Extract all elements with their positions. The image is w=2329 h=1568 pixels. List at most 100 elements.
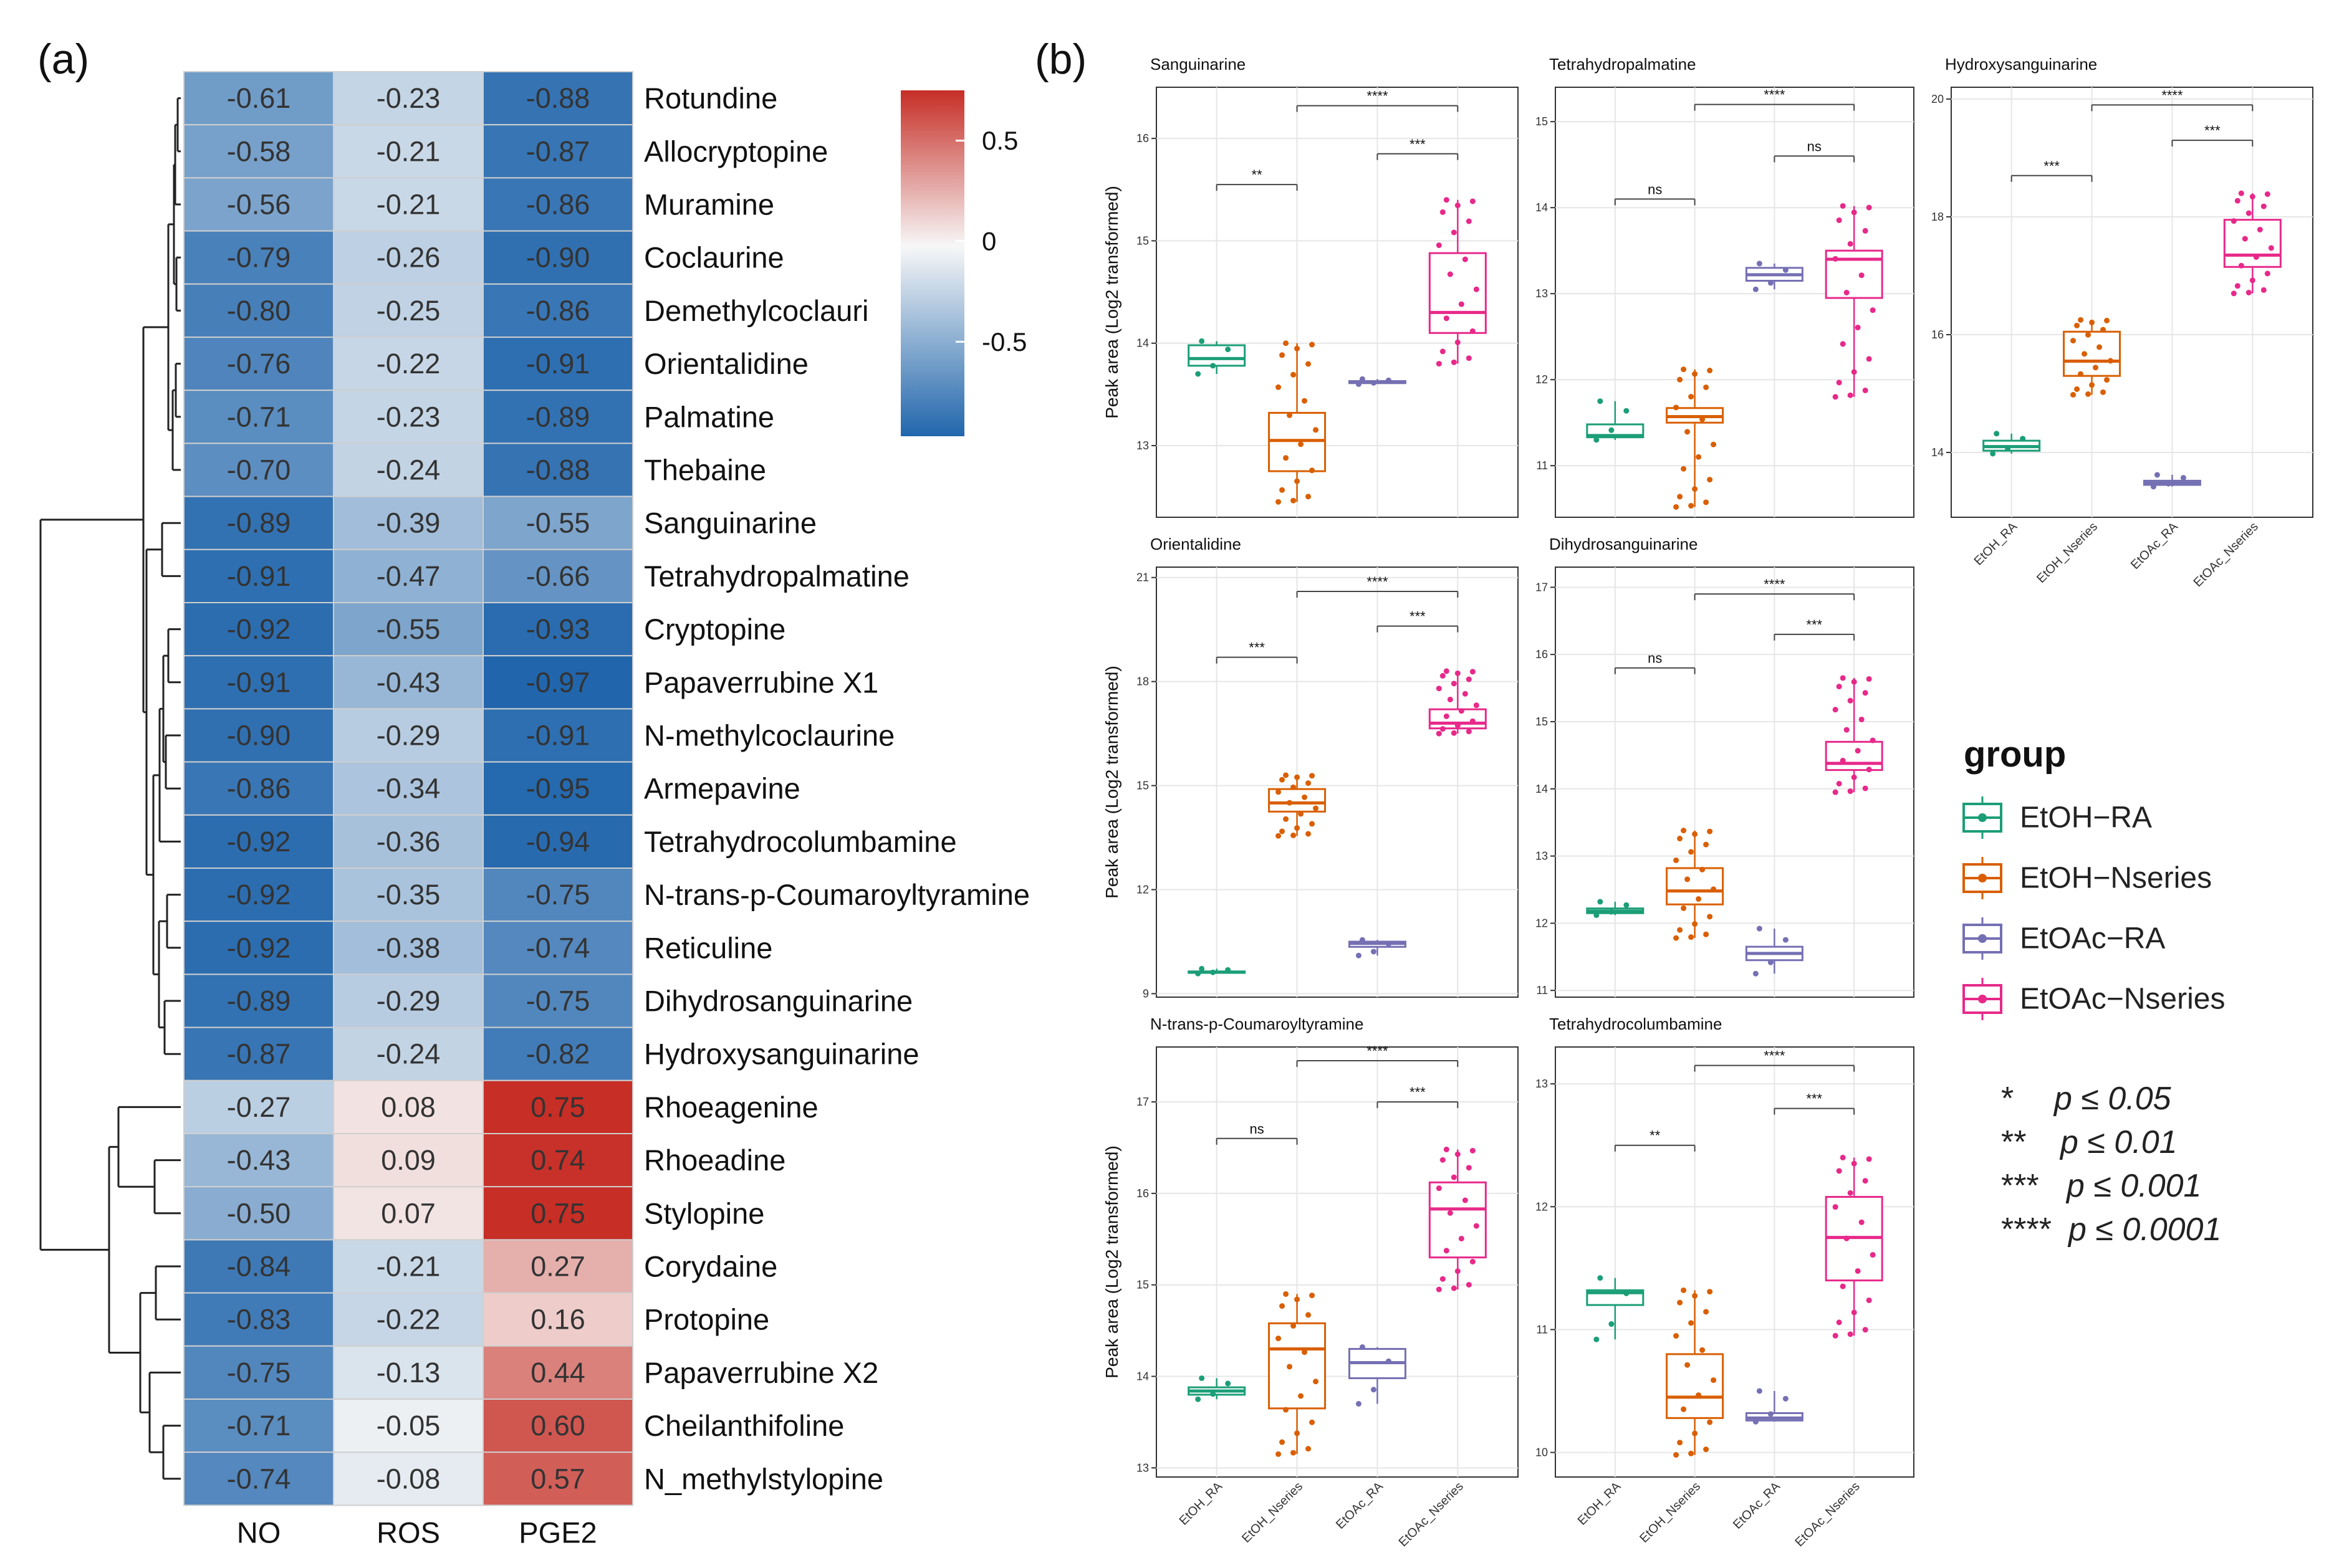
data-point xyxy=(1840,1283,1846,1289)
data-point xyxy=(1279,1303,1285,1309)
heatmap-cell-value: -0.35 xyxy=(377,879,441,911)
significance-label: *** xyxy=(1409,136,1426,152)
data-point xyxy=(1782,1395,1789,1402)
y-tick-label: 12 xyxy=(1535,1200,1548,1213)
data-point xyxy=(1847,392,1853,398)
heatmap-cell xyxy=(183,548,334,603)
data-point xyxy=(1843,1235,1850,1241)
data-point xyxy=(1870,307,1876,313)
boxplot-panel: 10111213Tetrahydrocolumbamine*********Et… xyxy=(1535,1015,1914,1549)
data-point xyxy=(1466,1281,1472,1288)
heatmap-cell xyxy=(333,1345,484,1400)
data-point xyxy=(1290,371,1297,378)
data-point xyxy=(1832,1332,1838,1339)
data-point xyxy=(1862,690,1868,696)
heatmap-cell-value: -0.50 xyxy=(227,1197,291,1229)
data-point xyxy=(1451,359,1457,365)
heatmap-cell-value: -0.76 xyxy=(227,348,291,380)
data-point xyxy=(1832,789,1838,795)
heatmap-row-label: Corydaine xyxy=(644,1250,777,1283)
significance-label: ns xyxy=(1648,181,1662,197)
heatmap-row-label: Muramine xyxy=(644,188,774,221)
data-point xyxy=(1836,380,1842,386)
panel-title: Dihydrosanguinarine xyxy=(1549,535,1698,553)
heatmap-cell xyxy=(333,442,484,497)
data-point xyxy=(1305,494,1312,500)
data-point xyxy=(1703,841,1709,848)
y-axis-label: Peak area (Log2 transformed) xyxy=(1102,186,1121,419)
data-point xyxy=(1870,1252,1876,1258)
data-point xyxy=(1836,1319,1842,1326)
data-point xyxy=(1451,229,1457,236)
data-point xyxy=(2074,386,2080,392)
heatmap-cell-value: 0.09 xyxy=(381,1144,436,1176)
heatmap-row-label: Coclaurine xyxy=(644,241,784,274)
heatmap-column-label: PGE2 xyxy=(519,1516,597,1549)
data-point xyxy=(1454,1151,1461,1157)
heatmap-cell-value: -0.26 xyxy=(377,242,441,274)
data-point xyxy=(1681,466,1687,472)
box xyxy=(1666,867,1724,906)
heatmap-cell-value: -0.27 xyxy=(227,1091,291,1123)
legend-key-point xyxy=(1978,934,1987,943)
heatmap-cell xyxy=(483,868,633,922)
heatmap-cell xyxy=(183,495,334,550)
data-point xyxy=(1832,256,1838,262)
data-point xyxy=(1707,1419,1713,1425)
heatmap-cell-value: -0.66 xyxy=(526,560,590,592)
heatmap-row-label: Rhoeadine xyxy=(644,1144,785,1177)
data-point xyxy=(1298,1393,1304,1399)
heatmap-cell-value: -0.55 xyxy=(526,507,590,539)
data-point xyxy=(1767,1411,1774,1417)
heatmap-cell-value: -0.24 xyxy=(377,1038,441,1070)
data-point xyxy=(1469,198,1476,204)
y-tick-label: 13 xyxy=(1535,850,1548,863)
heatmap-cell xyxy=(183,1398,334,1453)
data-point xyxy=(2238,262,2244,269)
boxplot-panel: 13 14 15 16 Sanguinarine Peak area (Log2 tran… xyxy=(1102,55,1519,518)
heatmap-cell-value: -0.29 xyxy=(377,985,441,1017)
data-point xyxy=(1711,441,1717,447)
data-point xyxy=(1703,931,1709,937)
data-point xyxy=(1287,800,1293,806)
data-point xyxy=(1279,777,1285,783)
legend-key-point xyxy=(1978,874,1987,882)
heatmap-row-label: Protopine xyxy=(644,1303,769,1336)
data-point xyxy=(1623,408,1630,414)
heatmap-row-label: Papaverrubine X2 xyxy=(644,1356,878,1389)
data-point xyxy=(1688,934,1694,940)
data-point xyxy=(1305,361,1312,367)
data-point xyxy=(2249,194,2255,200)
heatmap-cell-value: -0.91 xyxy=(227,666,291,698)
heatmap-cell xyxy=(483,1079,633,1135)
data-point xyxy=(1677,1440,1683,1446)
data-point xyxy=(1851,774,1857,780)
data-point xyxy=(1309,1419,1315,1425)
data-point xyxy=(1851,679,1857,685)
data-point xyxy=(1309,773,1315,779)
heatmap-cell xyxy=(333,495,484,550)
data-point xyxy=(1597,899,1603,905)
data-point xyxy=(1305,1446,1312,1452)
data-point xyxy=(1290,497,1297,504)
heatmap-cell xyxy=(333,283,484,338)
data-point xyxy=(1355,952,1361,958)
colorbar-bar xyxy=(901,90,964,436)
data-point xyxy=(1593,912,1600,918)
y-tick-label: 14 xyxy=(1931,446,1944,459)
data-point xyxy=(1275,384,1282,390)
data-point xyxy=(1767,280,1774,286)
boxplot-panel: 14161820Hydroxysanguinarine**********EtO… xyxy=(1931,55,2313,590)
heatmap-cell-value: -0.22 xyxy=(377,1304,441,1336)
heatmap-cell xyxy=(483,230,633,285)
heatmap-cell xyxy=(183,1292,334,1347)
heatmap-column-label: ROS xyxy=(377,1516,440,1549)
data-point xyxy=(1298,811,1304,817)
data-point xyxy=(1855,1268,1861,1274)
heatmap-cell-value: -0.92 xyxy=(227,879,291,911)
heatmap-cell xyxy=(483,283,633,338)
data-point xyxy=(1711,1377,1717,1384)
data-point xyxy=(1458,1235,1464,1241)
heatmap-cell xyxy=(183,71,334,126)
data-point xyxy=(1195,970,1201,977)
